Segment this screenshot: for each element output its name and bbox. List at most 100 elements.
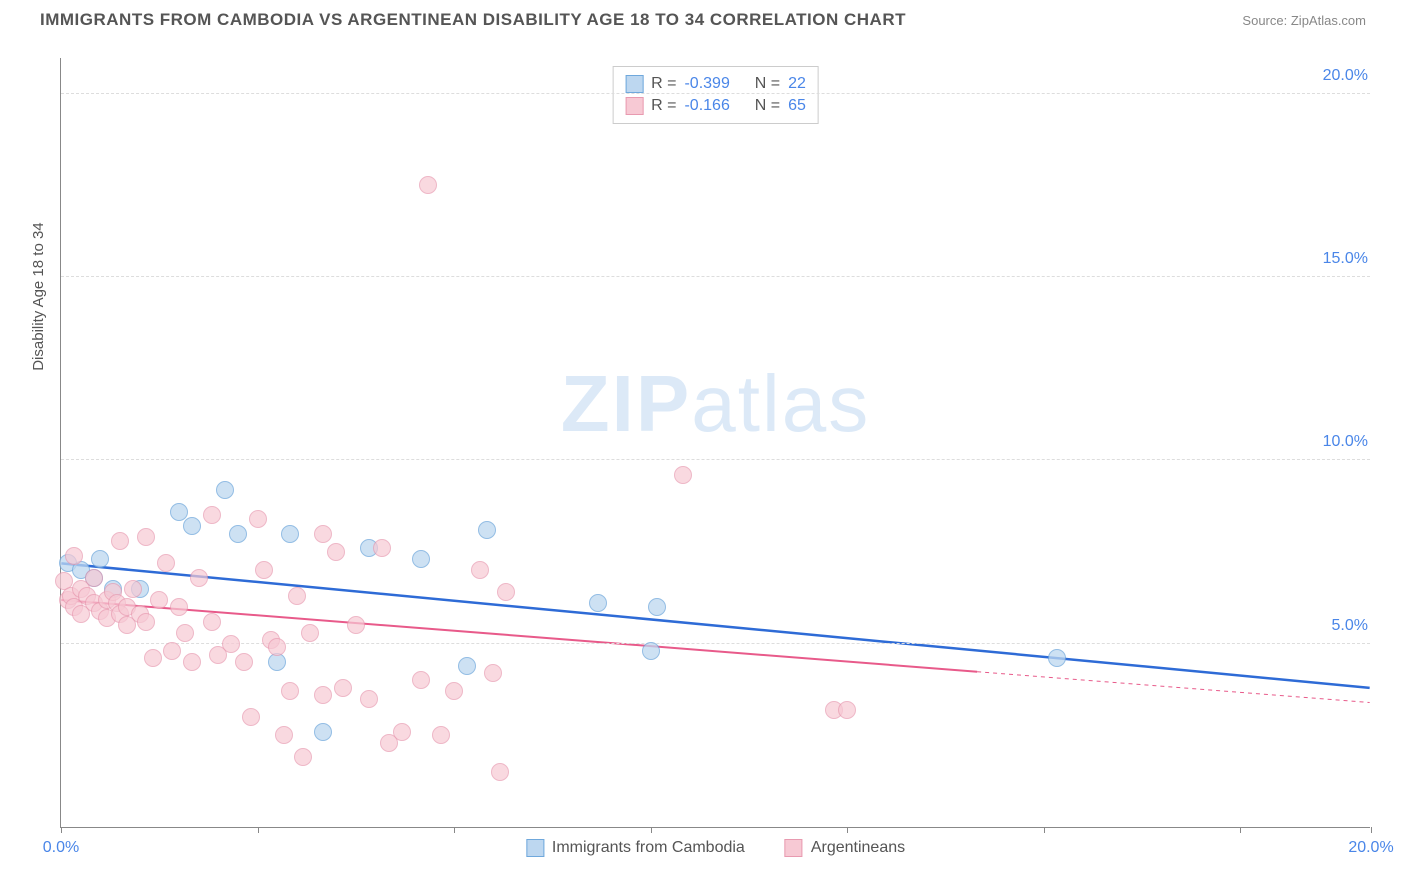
scatter-point-cambodia [1048,649,1066,667]
scatter-point-cambodia [648,598,666,616]
scatter-point-argentinean [249,510,267,528]
scatter-point-argentinean [170,598,188,616]
scatter-point-argentinean [190,569,208,587]
scatter-point-cambodia [91,550,109,568]
scatter-point-argentinean [111,532,129,550]
scatter-point-argentinean [255,561,273,579]
legend-swatch-series-2 [625,97,643,115]
scatter-point-argentinean [203,613,221,631]
scatter-point-cambodia [281,525,299,543]
scatter-point-argentinean [137,528,155,546]
trend-line-cambodia [61,563,1369,688]
source-attribution: Source: ZipAtlas.com [1242,13,1366,28]
scatter-point-argentinean [491,763,509,781]
y-tick-label: 10.0% [1319,433,1372,451]
scatter-point-argentinean [222,635,240,653]
scatter-point-argentinean [393,723,411,741]
scatter-point-argentinean [144,649,162,667]
scatter-point-argentinean [484,664,502,682]
scatter-point-argentinean [150,591,168,609]
x-tick [454,827,455,833]
r-value-series-1: -0.399 [684,75,729,93]
scatter-point-argentinean [432,726,450,744]
legend-label-series-1: Immigrants from Cambodia [552,839,745,857]
gridline-horizontal [61,93,1370,94]
scatter-point-argentinean [471,561,489,579]
legend-swatch-series-1 [625,75,643,93]
scatter-point-argentinean [268,638,286,656]
n-value-series-2: 65 [788,97,806,115]
x-tick [847,827,848,833]
scatter-point-argentinean [497,583,515,601]
scatter-point-argentinean [301,624,319,642]
scatter-point-cambodia [642,642,660,660]
y-tick-label: 5.0% [1328,617,1372,635]
x-tick [1371,827,1372,833]
scatter-point-cambodia [216,481,234,499]
x-tick [1240,827,1241,833]
scatter-point-cambodia [314,723,332,741]
legend-item-series-2: Argentineans [785,839,905,857]
x-tick [1044,827,1045,833]
x-tick [651,827,652,833]
scatter-point-argentinean [334,679,352,697]
legend-label-series-2: Argentineans [811,839,905,857]
gridline-horizontal [61,276,1370,277]
scatter-point-argentinean [203,506,221,524]
scatter-point-cambodia [229,525,247,543]
x-tick [258,827,259,833]
scatter-point-argentinean [314,686,332,704]
scatter-point-argentinean [176,624,194,642]
r-value-series-2: -0.166 [684,97,729,115]
scatter-point-argentinean [327,543,345,561]
scatter-point-argentinean [124,580,142,598]
scatter-point-argentinean [183,653,201,671]
x-tick [61,827,62,833]
scatter-point-cambodia [478,521,496,539]
scatter-point-cambodia [170,503,188,521]
gridline-horizontal [61,459,1370,460]
scatter-point-argentinean [163,642,181,660]
scatter-point-argentinean [157,554,175,572]
legend-swatch-icon [526,839,544,857]
chart-container: Disability Age 18 to 34 ZIPatlas R = -0.… [40,50,1380,840]
legend-swatch-icon [785,839,803,857]
y-tick-label: 15.0% [1319,250,1372,268]
scatter-point-argentinean [360,690,378,708]
trend-line-dashed-argentinean [977,672,1369,703]
n-value-series-1: 22 [788,75,806,93]
x-tick-label: 0.0% [43,839,79,857]
source-link[interactable]: ZipAtlas.com [1291,13,1366,28]
scatter-point-argentinean [412,671,430,689]
gridline-horizontal [61,643,1370,644]
legend-row-series-2: R = -0.166 N = 65 [625,95,806,117]
scatter-point-argentinean [65,547,83,565]
watermark: ZIPatlas [561,358,870,450]
scatter-point-cambodia [183,517,201,535]
scatter-point-argentinean [275,726,293,744]
correlation-legend: R = -0.399 N = 22 R = -0.166 N = 65 [612,66,819,124]
scatter-point-argentinean [294,748,312,766]
chart-title: IMMIGRANTS FROM CAMBODIA VS ARGENTINEAN … [40,10,906,30]
scatter-point-argentinean [838,701,856,719]
y-axis-title: Disability Age 18 to 34 [30,222,47,370]
y-tick-label: 20.0% [1319,67,1372,85]
scatter-point-argentinean [314,525,332,543]
series-legend: Immigrants from Cambodia Argentineans [526,839,905,857]
scatter-point-argentinean [288,587,306,605]
scatter-point-cambodia [412,550,430,568]
scatter-point-argentinean [373,539,391,557]
scatter-point-cambodia [458,657,476,675]
x-tick-label: 20.0% [1348,839,1393,857]
scatter-point-argentinean [347,616,365,634]
scatter-point-argentinean [445,682,463,700]
scatter-point-argentinean [242,708,260,726]
scatter-point-argentinean [85,569,103,587]
scatter-point-argentinean [419,176,437,194]
legend-item-series-1: Immigrants from Cambodia [526,839,745,857]
scatter-point-argentinean [674,466,692,484]
scatter-point-argentinean [235,653,253,671]
scatter-point-argentinean [281,682,299,700]
plot-area: ZIPatlas R = -0.399 N = 22 R = -0.166 N … [60,58,1370,828]
scatter-point-cambodia [589,594,607,612]
